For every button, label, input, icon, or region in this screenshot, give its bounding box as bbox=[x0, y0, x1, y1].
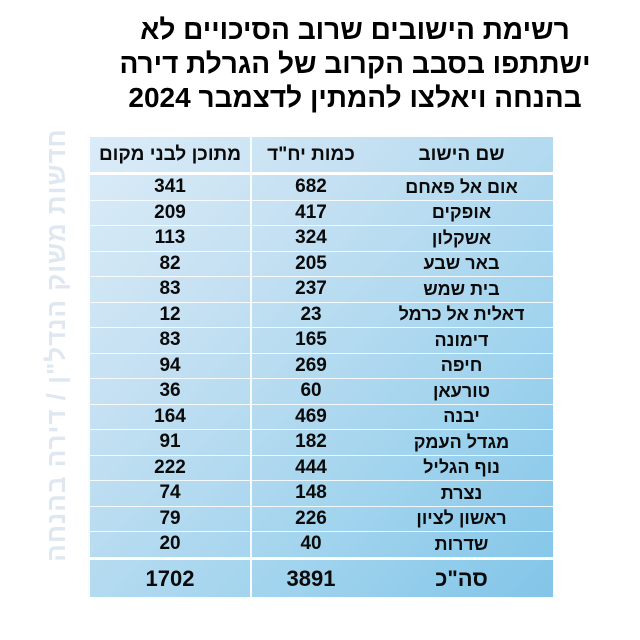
units-cell: 205 bbox=[250, 251, 370, 277]
local-cell: 82 bbox=[88, 251, 250, 277]
settlement-name-cell: שדרות bbox=[370, 532, 553, 558]
settlement-name-cell: חיפה bbox=[370, 354, 553, 379]
units-cell: 165 bbox=[250, 328, 370, 354]
settlement-name-cell: נצרת bbox=[370, 481, 553, 507]
local-cell: 79 bbox=[88, 506, 250, 532]
local-cell: 83 bbox=[88, 277, 250, 303]
settlement-name-cell: בית שמש bbox=[370, 277, 553, 303]
local-cell: 164 bbox=[88, 404, 250, 430]
local-cell: 222 bbox=[88, 455, 250, 481]
settlement-name-cell: טורעאן bbox=[370, 379, 553, 405]
settlement-name-cell: מגדל העמק bbox=[370, 430, 553, 456]
units-cell: 324 bbox=[250, 226, 370, 252]
units-cell: 60 bbox=[250, 379, 370, 405]
local-cell: 12 bbox=[88, 302, 250, 328]
units-cell: 237 bbox=[250, 277, 370, 303]
units-cell: 469 bbox=[250, 404, 370, 430]
settlement-name-cell: באר שבע bbox=[370, 252, 553, 277]
units-cell: 444 bbox=[250, 455, 370, 481]
local-cell: 91 bbox=[88, 430, 250, 456]
settlement-name-cell: אום אל פאחם bbox=[370, 175, 553, 201]
settlement-name-cell: דימונה bbox=[370, 328, 553, 354]
settlements-table: שם הישוב כמות יח"ד מתוכן לבני מקום אום א… bbox=[88, 137, 553, 598]
settlement-name-cell: נוף הגליל bbox=[370, 456, 553, 481]
local-cell: 20 bbox=[88, 532, 250, 558]
units-cell: 417 bbox=[250, 200, 370, 226]
header-settlement-name: שם הישוב bbox=[370, 137, 553, 175]
local-cell: 74 bbox=[88, 481, 250, 507]
settlement-name-cell: ראשון לציון bbox=[370, 507, 553, 532]
total-local-cell: 1702 bbox=[88, 557, 250, 598]
title-line-1: רשימת הישובים שרוב הסיכויים לא bbox=[140, 14, 570, 45]
settlement-name-cell: אופקים bbox=[370, 201, 553, 226]
local-cell: 113 bbox=[88, 226, 250, 252]
title-line-3: בהנחה ויאלצו להמתין לדצמבר 2024 bbox=[128, 82, 582, 113]
units-cell: 682 bbox=[250, 175, 370, 201]
header-units-count: כמות יח"ד bbox=[250, 137, 370, 175]
units-cell: 182 bbox=[250, 430, 370, 456]
local-cell: 36 bbox=[88, 379, 250, 405]
units-cell: 226 bbox=[250, 506, 370, 532]
local-cell: 83 bbox=[88, 328, 250, 354]
total-units-cell: 3891 bbox=[250, 557, 370, 598]
units-cell: 23 bbox=[250, 302, 370, 328]
local-cell: 341 bbox=[88, 175, 250, 201]
local-cell: 209 bbox=[88, 200, 250, 226]
total-label-cell: סה"כ bbox=[370, 557, 553, 598]
units-cell: 40 bbox=[250, 532, 370, 558]
units-cell: 148 bbox=[250, 481, 370, 507]
settlement-name-cell: דאלית אל כרמל bbox=[370, 303, 553, 328]
watermark-text: חדשות משוק הנדל"ן / דירה בהנחה bbox=[41, 128, 71, 562]
page-title: רשימת הישובים שרוב הסיכויים לא ישתתפו בס… bbox=[85, 13, 625, 115]
header-local-residents: מתוכן לבני מקום bbox=[88, 137, 250, 175]
units-cell: 269 bbox=[250, 353, 370, 379]
title-line-2: ישתתפו בסבב הקרוב של הגרלת דירה bbox=[119, 48, 591, 79]
settlement-name-cell: יבנה bbox=[370, 405, 553, 430]
settlement-name-cell: אשקלון bbox=[370, 226, 553, 252]
local-cell: 94 bbox=[88, 353, 250, 379]
